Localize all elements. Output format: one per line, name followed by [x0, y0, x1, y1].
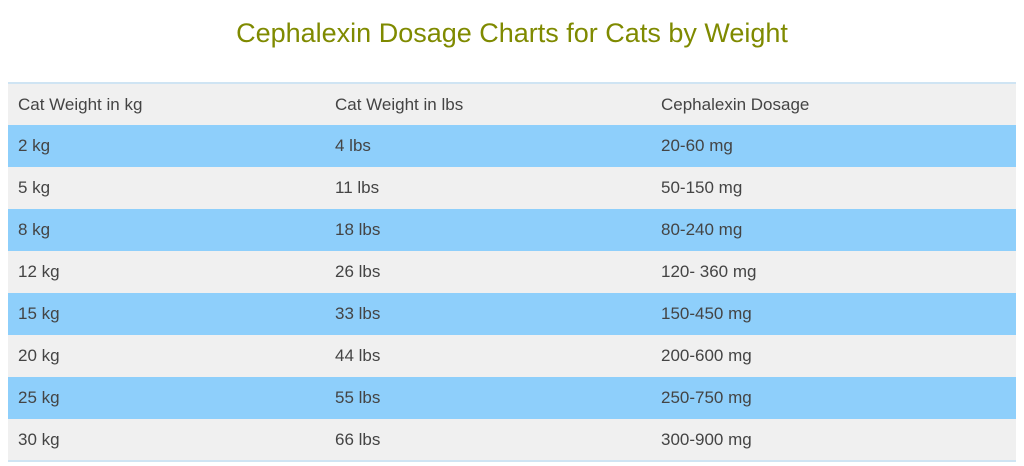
table-row: 15 kg 33 lbs 150-450 mg: [8, 293, 1016, 335]
table-header-row: Cat Weight in kg Cat Weight in lbs Cepha…: [8, 83, 1016, 125]
cell-weight-kg: 25 kg: [18, 388, 60, 407]
cell-weight-kg: 2 kg: [18, 136, 51, 155]
cell-weight-kg: 20 kg: [18, 346, 60, 365]
cell-dosage: 150-450 mg: [661, 304, 752, 323]
cell-dosage: 80-240 mg: [661, 220, 743, 239]
cell-weight-lbs: 44 lbs: [335, 346, 381, 365]
cell-dosage: 120- 360 mg: [661, 262, 757, 281]
header-weight-kg: Cat Weight in kg: [18, 94, 143, 114]
table-row: 8 kg 18 lbs 80-240 mg: [8, 209, 1016, 251]
cell-weight-kg: 8 kg: [18, 220, 51, 239]
cell-dosage: 50-150 mg: [661, 178, 743, 197]
table-row: 5 kg 11 lbs 50-150 mg: [8, 167, 1016, 209]
table-row: 12 kg 26 lbs 120- 360 mg: [8, 251, 1016, 293]
cell-weight-lbs: 11 lbs: [335, 178, 380, 197]
table-row: 30 kg 66 lbs 300-900 mg: [8, 419, 1016, 461]
cell-weight-lbs: 4 lbs: [335, 136, 371, 155]
cell-dosage: 200-600 mg: [661, 346, 752, 365]
page-title: Cephalexin Dosage Charts for Cats by Wei…: [236, 18, 788, 48]
cell-weight-lbs: 18 lbs: [335, 220, 381, 239]
cell-weight-kg: 30 kg: [18, 429, 60, 449]
table-row: 25 kg 55 lbs 250-750 mg: [8, 377, 1016, 419]
cell-dosage: 20-60 mg: [661, 136, 733, 155]
cell-weight-lbs: 66 lbs: [335, 429, 381, 449]
cell-weight-lbs: 26 lbs: [335, 262, 381, 281]
cell-dosage: 250-750 mg: [661, 388, 752, 407]
table-row: 20 kg 44 lbs 200-600 mg: [8, 335, 1016, 377]
cell-weight-kg: 12 kg: [18, 262, 60, 281]
cell-weight-kg: 15 kg: [18, 304, 60, 323]
table-row: 2 kg 4 lbs 20-60 mg: [8, 125, 1016, 167]
header-dosage: Cephalexin Dosage: [661, 94, 810, 114]
cell-dosage: 300-900 mg: [661, 429, 752, 449]
cell-weight-lbs: 55 lbs: [335, 388, 381, 407]
cell-weight-kg: 5 kg: [18, 178, 51, 197]
dosage-table: Cat Weight in kg Cat Weight in lbs Cepha…: [8, 82, 1016, 462]
header-weight-lbs: Cat Weight in lbs: [335, 94, 464, 114]
cell-weight-lbs: 33 lbs: [335, 304, 381, 323]
